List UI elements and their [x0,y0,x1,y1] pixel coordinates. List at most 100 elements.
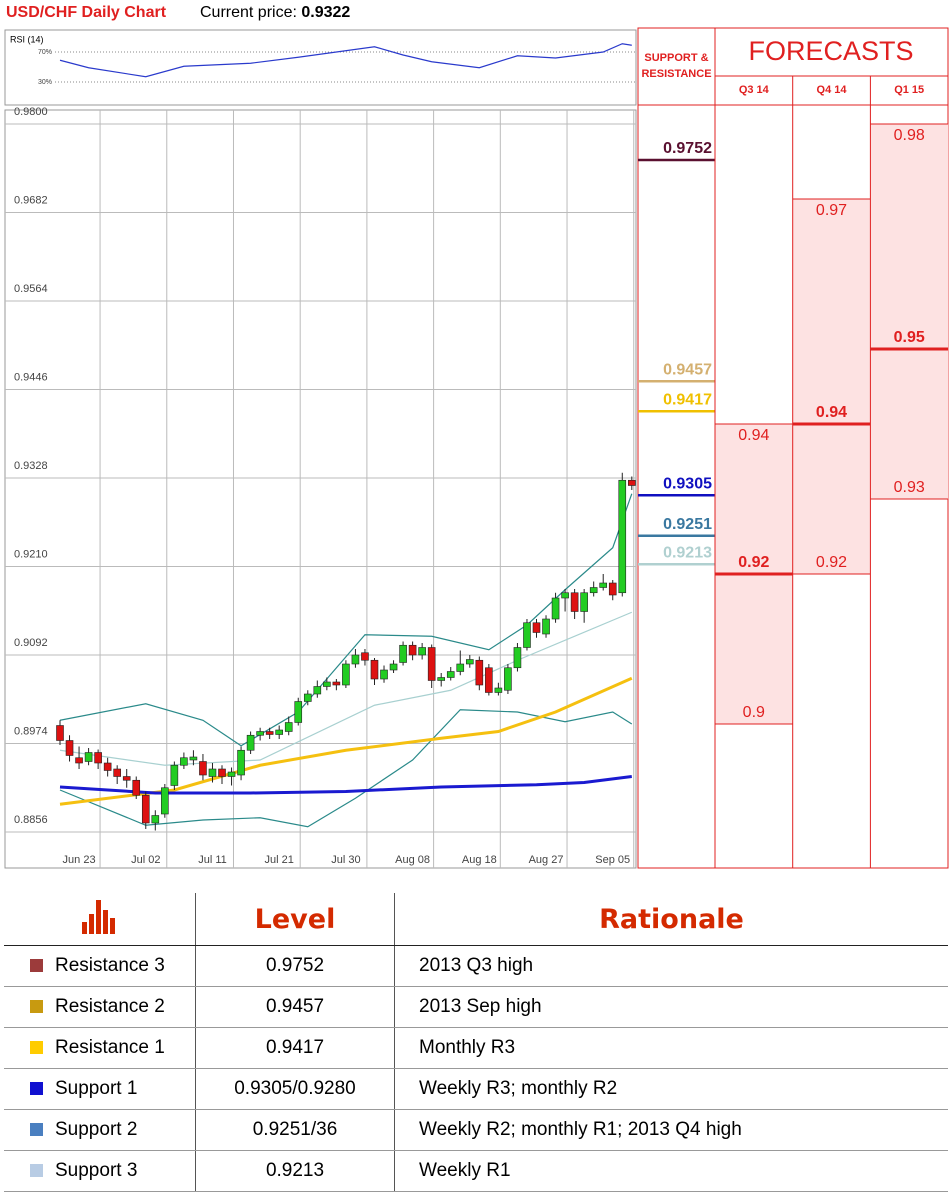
candle-body [542,618,550,635]
y-tick-label: 0.9210 [14,548,48,560]
level-name: Resistance 2 [55,996,165,1017]
chart: USD/CHF Daily Chart Current price: 0.932… [4,4,949,869]
icon-cell [4,893,196,946]
candle-body [275,729,283,735]
y-tick-label: 0.8856 [14,814,48,826]
rationale: 2013 Q3 high [394,945,948,987]
candle-body [256,731,264,736]
level-value: 0.9417 [195,1027,395,1069]
candle-body [294,701,303,723]
candle-body [132,779,141,796]
candle-body [608,582,617,596]
y-tick-label: 0.9564 [14,283,48,295]
forecast-mid-label: 0.95 [894,329,925,346]
candle-body [351,654,360,665]
rationale: Weekly R2; monthly R1; 2013 Q4 high [394,1109,948,1151]
candle-body [313,686,322,695]
rsi-tick-label: 70% [38,49,52,56]
forecast-title: FORECASTS [748,36,913,66]
candle-body [465,659,474,665]
candle-body [570,592,579,612]
table-row: Support 3 0.9213 Weekly R1 [4,1150,948,1192]
rationale: 2013 Sep high [394,986,948,1028]
candle-body [437,677,446,681]
level-name: Support 3 [55,1160,138,1181]
candle-body [456,663,465,672]
quarter-label: Q1 15 [894,84,924,96]
candle-body [265,731,274,735]
level-value: 0.9213 [195,1150,395,1192]
candle-body [446,671,455,678]
levels-table: Level Rationale Resistance 3 0.9752 2013 Q… [4,893,948,1192]
forecast-low-label: 0.9 [743,704,765,721]
candle-body [342,663,350,686]
table-row: Resistance 3 0.9752 2013 Q3 high [4,945,948,987]
candle-body [551,597,560,620]
legend-swatch [30,1000,43,1013]
candle-body [580,592,588,612]
legend-swatch [30,959,43,972]
header-rationale: Rationale [394,893,948,946]
candle-body [561,592,569,599]
level-name: Support 2 [55,1119,138,1140]
candle-body [180,757,188,766]
candle-body [227,771,236,777]
forecast-low-label: 0.92 [816,554,847,571]
chart-area: USD/CHF Daily Chart Current price: 0.932… [4,4,949,869]
candle-body [103,762,112,771]
legend-swatch [30,1082,43,1095]
level-label: 0.9251 [663,516,712,533]
candle-body [141,794,150,824]
forecast-mid-label: 0.94 [816,404,847,421]
quarter-label: Q4 14 [817,84,848,96]
candle-body [599,582,608,588]
candle-body [284,722,293,732]
candle-body [399,644,407,663]
forecast-high-label: 0.97 [816,202,847,219]
table-row: Support 1 0.9305/0.9280 Weekly R3; monthly… [4,1068,948,1110]
rsi-tick-label: 30% [38,79,52,86]
rsi-line [59,43,632,78]
level-name: Support 1 [55,1078,138,1099]
rsi-label: RSI (14) [10,34,44,44]
candle-body [161,787,169,815]
level-value: 0.9752 [195,945,395,987]
forecast-high-label: 0.98 [894,127,925,144]
quarter-label: Q3 14 [739,84,770,96]
level-label: 0.9752 [663,140,712,157]
level-name-cell: Support 1 [4,1068,196,1110]
indicator-line [59,676,633,806]
candle-body [513,647,522,669]
forecast-mid-label: 0.92 [738,554,769,571]
y-tick-label: 0.8974 [14,725,48,737]
level-name-cell: Support 3 [4,1150,196,1192]
indicator-line [59,709,633,828]
candle-body [418,647,426,656]
level-name-cell: Resistance 1 [4,1027,196,1069]
forecast-low-label: 0.93 [894,479,925,496]
price-label: Current price: [200,4,297,21]
candle-body [122,776,131,781]
level-value: 0.9305/0.9280 [195,1068,395,1110]
plot-frame [4,109,637,869]
candle-body [199,761,207,776]
y-tick-label: 0.9800 [14,106,48,118]
forecast-range [792,199,871,574]
candle-body [208,768,217,777]
level-name-cell: Resistance 2 [4,986,196,1028]
level-label: 0.9213 [663,544,712,561]
candle-body [532,622,541,633]
level-label: 0.9457 [663,361,712,378]
chart-title: USD/CHF Daily Chart [6,4,167,21]
x-tick-label: Aug 27 [529,854,564,866]
candle-body [246,734,255,751]
x-tick-label: Jul 21 [265,854,294,866]
level-name: Resistance 1 [55,1037,165,1058]
legend-swatch [30,1041,43,1054]
forecast-range [870,124,949,499]
candle-body [170,764,179,786]
candle-body [189,756,198,761]
candle-body [370,659,379,680]
level-label: 0.9417 [663,391,712,408]
table-header: Level Rationale [4,893,948,946]
